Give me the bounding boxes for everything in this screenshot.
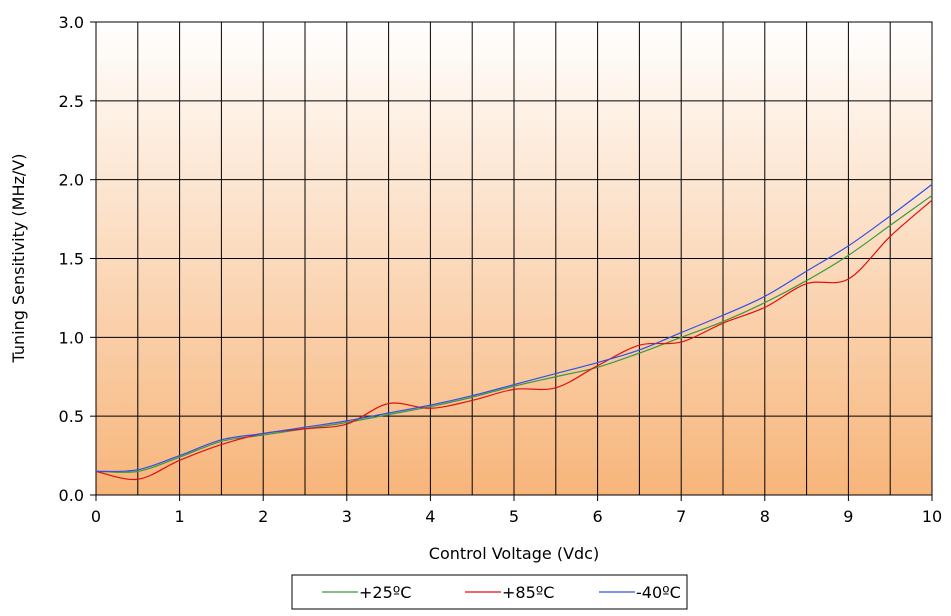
y-tick-label: 1.5 <box>59 250 84 269</box>
x-tick-label: 6 <box>593 507 603 526</box>
y-tick-label: 2.5 <box>59 92 84 111</box>
y-tick-label: 2.0 <box>59 171 84 190</box>
x-axis-title: Control Voltage (Vdc) <box>429 544 599 563</box>
x-tick-label: 1 <box>175 507 185 526</box>
legend-label-2: -40ºC <box>636 583 681 602</box>
x-tick-label: 2 <box>258 507 268 526</box>
series-line-0 <box>95 194 933 473</box>
x-tick-label: 5 <box>509 507 519 526</box>
y-tick-label: 0.5 <box>59 407 84 426</box>
series-lines <box>95 183 933 481</box>
legend-label-0: +25ºC <box>359 583 411 602</box>
y-tick-label: 0.0 <box>59 486 84 505</box>
series-line-2 <box>95 183 933 473</box>
legend-label-1: +85ºC <box>502 583 554 602</box>
legend: +25ºC +85ºC -40ºC <box>291 574 688 610</box>
x-tick-label: 7 <box>676 507 686 526</box>
x-tick-label: 10 <box>922 507 942 526</box>
y-tick-label: 3.0 <box>59 13 84 32</box>
y-axis-title: Tuning Sensitivity (MHz/V) <box>9 154 28 364</box>
x-tick-label: 9 <box>843 507 853 526</box>
series-line-1 <box>95 199 933 481</box>
x-tick-label: 3 <box>342 507 352 526</box>
x-tick-label: 8 <box>760 507 770 526</box>
x-tick-label: 0 <box>91 507 101 526</box>
gridlines <box>96 22 932 495</box>
y-tick-label: 1.0 <box>59 328 84 347</box>
x-tick-label: 4 <box>425 507 435 526</box>
tick-labels: 0 1 2 3 4 5 6 7 8 9 10 0.0 0.5 1.0 1.5 2.0 2.5 3.0 <box>59 13 943 526</box>
